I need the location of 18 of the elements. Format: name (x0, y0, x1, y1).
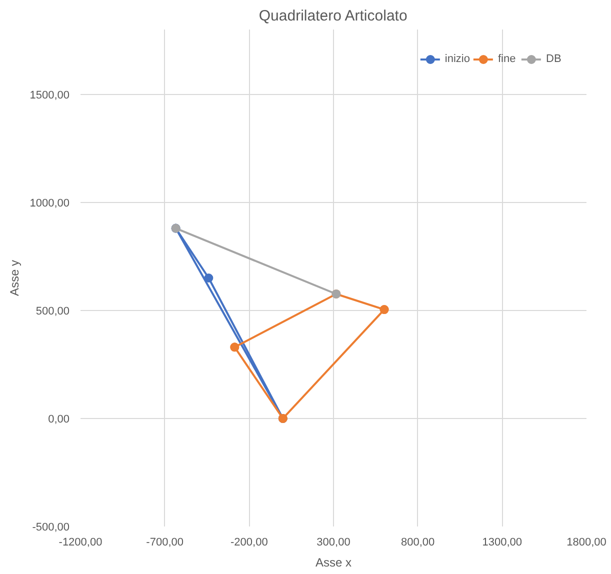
legend-label: inizio (444, 53, 470, 65)
x-tick-label: 1300,00 (482, 536, 522, 548)
x-tick-label: -200,00 (230, 536, 268, 548)
x-tick-label: 800,00 (401, 536, 435, 548)
legend-label: DB (546, 53, 562, 65)
y-tick-label: 500,00 (36, 305, 70, 318)
x-tick-label: -1200,00 (58, 536, 102, 548)
y-axis-title: Asse y (8, 260, 22, 296)
x-axis-title: Asse x (315, 556, 352, 570)
x-tick-label: -700,00 (146, 536, 184, 548)
y-tick-label: 1500,00 (30, 89, 70, 102)
y-tick-label: 0,00 (48, 413, 70, 426)
chart-title: Quadrilatero Articolato (258, 8, 408, 24)
x-tick-label: 1800,00 (566, 536, 606, 548)
x-tick-label: 300,00 (316, 536, 350, 548)
y-tick-label: -500,00 (32, 522, 70, 534)
y-tick-label: 1000,00 (30, 197, 70, 210)
legend-label: fine (498, 53, 517, 65)
